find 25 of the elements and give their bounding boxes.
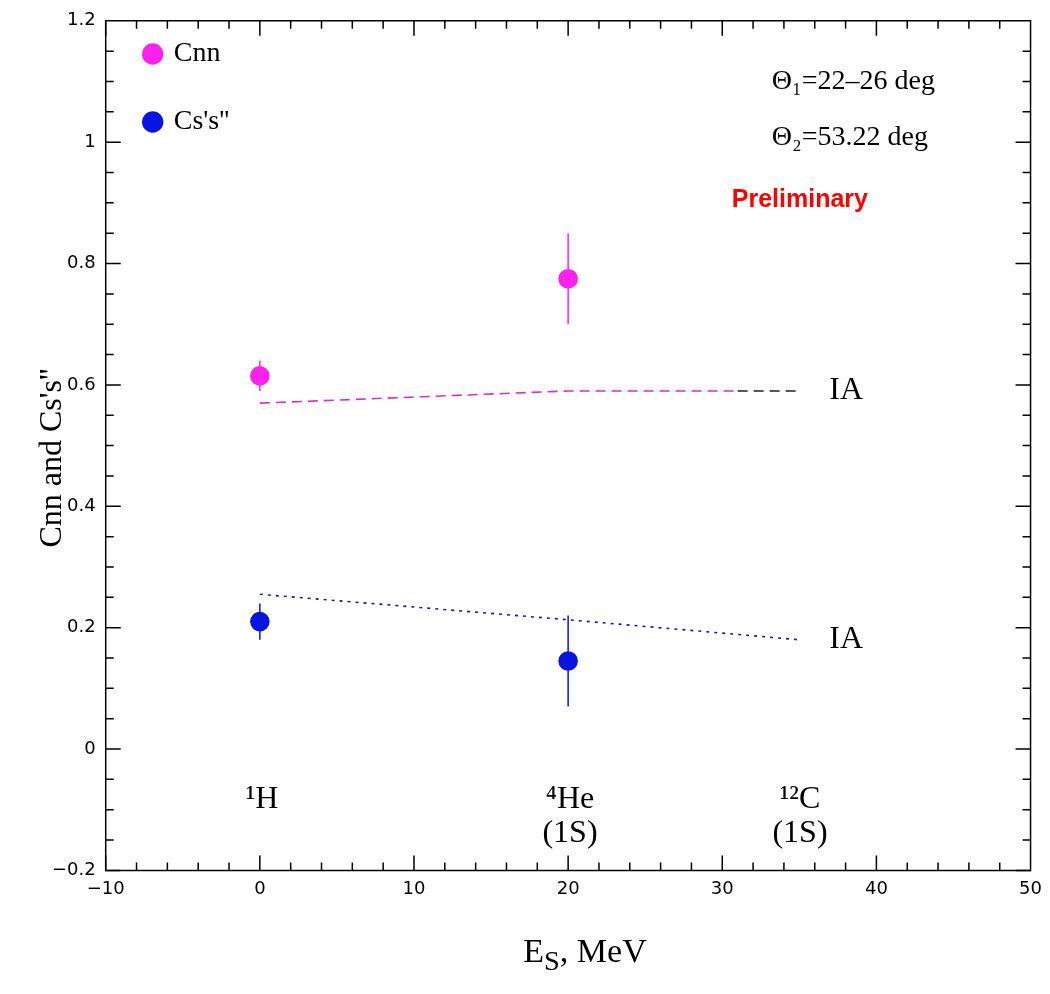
- x-tick-label: 30: [710, 876, 734, 898]
- annotation: Θ₁=22–26 deg: [771, 63, 935, 97]
- legend-label: Cnn: [173, 36, 221, 68]
- x-tick-label: 50: [1019, 876, 1042, 898]
- annotation: ¹H: [245, 779, 279, 815]
- x-tick-label: 10: [402, 876, 426, 898]
- series-label: IA: [829, 619, 864, 656]
- y-tick-label: 1: [84, 129, 96, 151]
- y-tick-label: 0: [84, 736, 96, 758]
- y-axis-title: Cnn and Cs's'': [31, 368, 68, 548]
- x-axis-title: E$_{S}$, MeV: [522, 932, 648, 977]
- y-tick-label: 0.6: [67, 372, 96, 394]
- x-tick-label: 0: [254, 876, 266, 898]
- annotation: ¹²C (1S): [772, 779, 828, 849]
- annotation: Preliminary: [731, 183, 869, 214]
- annotation: Θ₂=53.22 deg: [771, 119, 929, 153]
- x-tick-label: 20: [556, 876, 580, 898]
- series-label: IA: [829, 370, 864, 407]
- y-tick-label: 0.4: [67, 493, 96, 515]
- y-tick-label: 1.2: [67, 8, 96, 30]
- x-tick-label: 40: [864, 876, 888, 898]
- annotation: ⁴He (1S): [542, 779, 598, 849]
- y-tick-label: 0.2: [67, 615, 96, 637]
- y-tick-label: 0.8: [67, 251, 96, 273]
- legend-label: Cs's'': [173, 104, 230, 136]
